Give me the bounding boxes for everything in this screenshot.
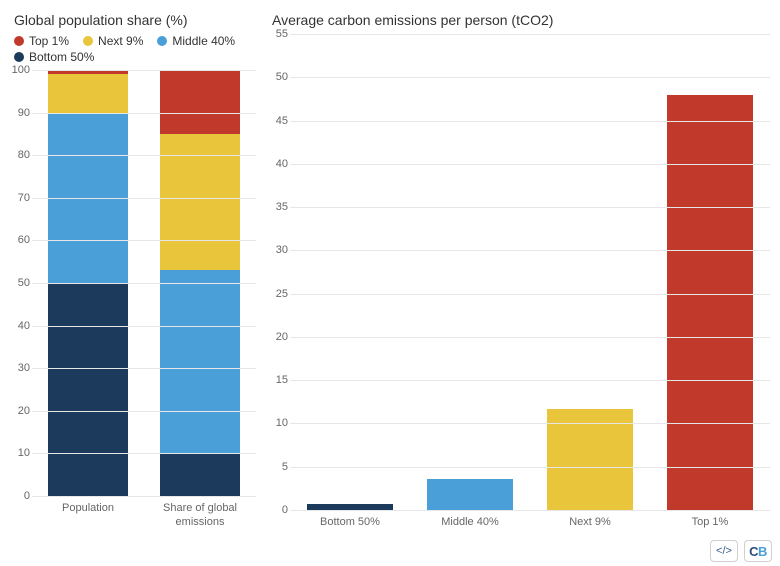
legend-swatch — [83, 36, 93, 46]
y-tick-label: 10 — [4, 447, 30, 459]
y-tick-label: 30 — [262, 244, 288, 256]
x-tick-label: Share of globalemissions — [144, 496, 256, 530]
right-plot: Bottom 50%Middle 40%Next 9%Top 1% 0 5 10 15… — [262, 34, 776, 530]
bar-segment — [48, 74, 129, 112]
x-tick-label: Population — [32, 496, 144, 516]
legend-item: Bottom 50% — [14, 50, 94, 64]
x-tick-label: Top 1% — [650, 510, 770, 530]
gridline — [290, 380, 770, 381]
y-tick-label: 50 — [262, 71, 288, 83]
y-tick-label: 55 — [262, 28, 288, 40]
y-tick-label: 0 — [262, 504, 288, 516]
gridline — [32, 326, 256, 327]
y-tick-label: 40 — [4, 320, 30, 332]
gridline — [290, 423, 770, 424]
y-tick-label: 20 — [262, 331, 288, 343]
bar-segment — [160, 70, 241, 134]
gridline — [32, 113, 256, 114]
y-tick-label: 5 — [262, 461, 288, 473]
y-tick-label: 70 — [4, 192, 30, 204]
y-tick-label: 30 — [4, 362, 30, 374]
right-title: Average carbon emissions per person (tCO… — [262, 8, 776, 34]
bar-slot: Top 1% — [650, 34, 770, 510]
legend-swatch — [157, 36, 167, 46]
gridline — [32, 411, 256, 412]
gridline — [32, 453, 256, 454]
y-tick-label: 15 — [262, 374, 288, 386]
legend-label: Bottom 50% — [29, 50, 94, 64]
bar-slot: Next 9% — [530, 34, 650, 510]
gridline — [290, 294, 770, 295]
legend-swatch — [14, 52, 24, 62]
y-tick-label: 50 — [4, 277, 30, 289]
legend-item: Top 1% — [14, 34, 69, 48]
bar-segment — [160, 453, 241, 496]
x-tick-label: Next 9% — [530, 510, 650, 530]
bar — [667, 95, 753, 510]
brand-b: B — [758, 544, 767, 559]
gridline — [32, 198, 256, 199]
gridline — [290, 77, 770, 78]
gridline — [32, 283, 256, 284]
bar — [427, 479, 513, 510]
x-tick-label: Bottom 50% — [290, 510, 410, 530]
y-tick-label: 100 — [4, 64, 30, 76]
y-tick-label: 10 — [262, 417, 288, 429]
y-tick-label: 40 — [262, 158, 288, 170]
gridline — [32, 240, 256, 241]
y-tick-label: 80 — [4, 149, 30, 161]
gridline — [290, 510, 770, 511]
gridline — [290, 121, 770, 122]
legend-swatch — [14, 36, 24, 46]
left-plot: PopulationShare of globalemissions 0 10 20… — [4, 70, 262, 530]
bar-segment — [160, 270, 241, 453]
legend-label: Top 1% — [29, 34, 69, 48]
y-tick-label: 20 — [4, 405, 30, 417]
left-axis-area: PopulationShare of globalemissions 01020… — [32, 70, 256, 496]
footer: </> CB — [710, 540, 772, 562]
right-axis-area: Bottom 50%Middle 40%Next 9%Top 1% 051015… — [290, 34, 770, 510]
legend-item: Middle 40% — [157, 34, 235, 48]
y-tick-label: 25 — [262, 288, 288, 300]
brand-c: C — [749, 544, 758, 559]
gridline — [290, 250, 770, 251]
gridline — [290, 207, 770, 208]
legend: Top 1% Next 9% Middle 40% Bottom 50% — [4, 34, 262, 70]
right-panel: Average carbon emissions per person (tCO… — [262, 8, 776, 530]
left-title: Global population share (%) — [4, 8, 262, 34]
legend-label: Middle 40% — [172, 34, 235, 48]
y-tick-label: 35 — [262, 201, 288, 213]
y-tick-label: 60 — [4, 234, 30, 246]
legend-label: Next 9% — [98, 34, 143, 48]
legend-item: Next 9% — [83, 34, 143, 48]
chart-container: Global population share (%) Top 1%Next 9… — [0, 0, 780, 530]
gridline — [290, 34, 770, 35]
y-tick-label: 90 — [4, 107, 30, 119]
gridline — [32, 70, 256, 71]
gridline — [290, 164, 770, 165]
gridline — [32, 496, 256, 497]
x-tick-label: Middle 40% — [410, 510, 530, 530]
bar-slot: Bottom 50% — [290, 34, 410, 510]
gridline — [290, 467, 770, 468]
brand-badge[interactable]: CB — [744, 540, 772, 562]
gridline — [32, 155, 256, 156]
gridline — [32, 368, 256, 369]
embed-button[interactable]: </> — [710, 540, 738, 562]
left-panel: Global population share (%) Top 1% Next 9… — [4, 8, 262, 530]
right-bars: Bottom 50%Middle 40%Next 9%Top 1% — [290, 34, 770, 510]
bar-slot: Middle 40% — [410, 34, 530, 510]
code-icon: </> — [716, 545, 732, 557]
gridline — [290, 337, 770, 338]
y-tick-label: 45 — [262, 115, 288, 127]
bar-segment — [48, 283, 129, 496]
y-tick-label: 0 — [4, 490, 30, 502]
